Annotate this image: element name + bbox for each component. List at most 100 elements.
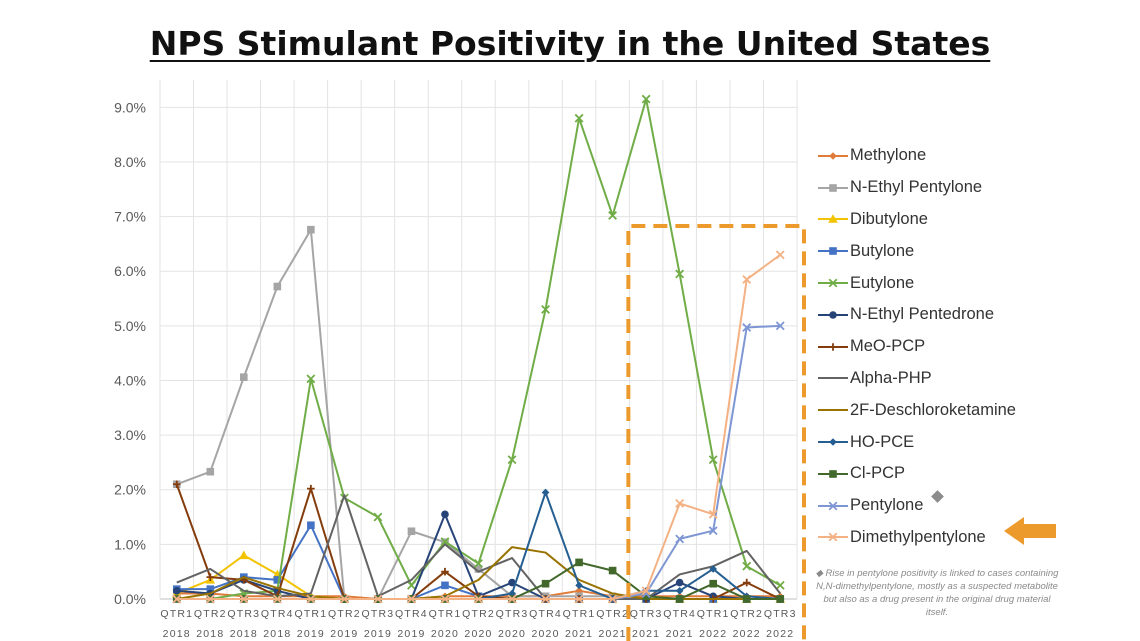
legend-swatch [818, 278, 848, 288]
data-point [829, 183, 837, 192]
x-tick-label: 2018 [196, 628, 224, 640]
data-point [775, 321, 785, 331]
legend-label: Methylone [850, 146, 927, 165]
legend-item: Alpha-PHP [818, 363, 1016, 395]
data-point [307, 521, 315, 530]
series-line [175, 483, 781, 600]
legend-item: Butylone [818, 235, 1016, 267]
data-point [306, 594, 316, 604]
data-point [474, 565, 483, 573]
data-point [373, 594, 383, 604]
data-point [240, 373, 248, 381]
legend-item: Eutylone [818, 267, 1016, 299]
x-tick-label: 2021 [666, 628, 694, 640]
x-tick-label: 2020 [431, 628, 459, 640]
x-tick-label: QTR2 [328, 608, 361, 620]
data-point [642, 592, 650, 601]
y-tick-label: 0.0% [114, 591, 146, 607]
x-tick-label: 2019 [364, 628, 392, 640]
legend-swatch [818, 311, 848, 319]
data-point [541, 594, 550, 604]
x-tick-label: 2022 [733, 628, 761, 640]
x-tick-label: QTR2 [194, 608, 227, 620]
highlight-arrow-icon [1004, 517, 1056, 545]
x-tick-label: QTR3 [630, 608, 663, 620]
legend-label: MeO-PCP [850, 337, 926, 356]
data-point [742, 323, 752, 332]
legend-label: 2F-Deschloroketamine [850, 400, 1016, 419]
legend-item: N-Ethyl Pentylone [818, 172, 1016, 204]
data-point [829, 152, 837, 160]
data-point [440, 594, 450, 604]
data-point [828, 278, 838, 288]
x-tick-label: QTR1 [697, 608, 730, 620]
data-point [307, 484, 315, 493]
data-point [273, 576, 282, 584]
legend-swatch [818, 247, 848, 256]
data-point [675, 595, 684, 603]
data-point [776, 595, 785, 603]
series-dimethylpentylone [172, 250, 785, 604]
legend-label: N-Ethyl Pentedrone [850, 305, 994, 324]
x-tick-label: QTR3 [227, 608, 260, 620]
legend-item: 2F-Deschloroketamine [818, 394, 1016, 426]
x-tick-label: 2022 [766, 628, 794, 640]
y-tick-label: 4.0% [114, 372, 146, 388]
legend-swatch [818, 152, 848, 160]
chart-legend: Methylone N-Ethyl Pentylone Dibutylone Buty… [818, 140, 1016, 553]
legend-swatch [818, 377, 848, 380]
data-point [373, 512, 383, 522]
x-tick-label: 2019 [397, 628, 425, 640]
legend-item: Pentylone [818, 490, 1016, 522]
x-tick-label: QTR4 [395, 608, 428, 620]
x-tick-label: 2019 [330, 628, 358, 640]
data-point [441, 567, 449, 576]
data-point [407, 527, 416, 536]
data-point [172, 587, 181, 595]
data-point [205, 594, 215, 604]
data-point [829, 311, 837, 319]
legend-swatch [818, 214, 848, 224]
data-point [474, 594, 483, 604]
data-point [675, 587, 684, 595]
data-point [307, 225, 315, 234]
x-tick-label: 2018 [163, 628, 191, 640]
data-point [708, 509, 718, 519]
data-point [273, 282, 282, 291]
data-point [306, 374, 316, 384]
data-point [675, 578, 684, 587]
legend-swatch [818, 533, 848, 542]
data-point [575, 581, 583, 590]
legend-swatch [818, 501, 848, 511]
data-point [675, 498, 685, 508]
legend-label: Dibutylone [850, 209, 928, 228]
data-point [239, 594, 249, 604]
y-tick-label: 2.0% [114, 482, 146, 498]
series-n-ethyl-pentylone [172, 225, 785, 603]
x-tick-label: 2018 [263, 628, 291, 640]
data-point [828, 501, 838, 511]
legend-item: Cl-PCP [818, 458, 1016, 490]
data-point [709, 565, 717, 573]
y-tick-label: 9.0% [114, 99, 146, 115]
series-line [176, 98, 781, 600]
x-tick-label: 2020 [464, 628, 492, 640]
x-tick-label: 2021 [632, 628, 660, 640]
data-point [641, 586, 651, 596]
x-tick-label: 2022 [699, 628, 727, 640]
legend-swatch [818, 409, 848, 412]
data-point [574, 594, 584, 604]
legend-label: Alpha-PHP [850, 368, 932, 387]
series-eutylone [172, 94, 785, 604]
data-point [708, 455, 718, 465]
x-tick-label: QTR1 [563, 608, 596, 620]
legend-label: Dimethylpentylone [850, 527, 986, 546]
data-point [541, 579, 550, 588]
y-tick-label: 3.0% [114, 427, 146, 443]
data-point [441, 581, 449, 590]
series-line [176, 491, 781, 600]
data-point [508, 578, 516, 587]
data-point [206, 585, 215, 593]
data-point [775, 580, 785, 590]
